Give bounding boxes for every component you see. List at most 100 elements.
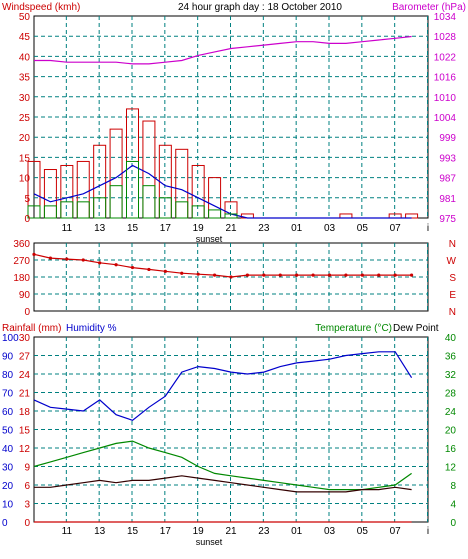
direction-left-tick: 0 [24,307,30,318]
gust_avg-line [33,164,412,219]
x-tick-label: 21 [225,223,237,234]
climate-right-tick: 8 [450,481,456,492]
x-tick-label: 13 [94,526,106,537]
wind-green-bar [60,201,74,219]
x-tick-label: 19 [193,526,205,537]
direction-right-tick: N [449,307,456,318]
direction-left-tick: 270 [13,256,30,267]
wind-green-bar [76,201,90,219]
temperature-line [33,440,412,491]
wind-green-bar [191,205,205,219]
wind-left-tick: 30 [19,93,31,104]
sunset-label-bottom: sunset [196,537,223,547]
x-tick-label: 11 [62,526,73,537]
wind-right-tick: 1022 [434,52,457,63]
humidity-tick: 60 [2,407,14,418]
wind-green-bar [43,205,57,219]
barometer-axis-title: Barometer (hPa) [392,2,466,13]
wind-right-tick: 987 [439,174,456,185]
climate-left-tick: 21 [19,389,31,400]
sunset-label-top: sunset [196,234,223,244]
direction-line [33,253,412,278]
wind-green-bar [109,185,123,219]
chart-title: 24 hour graph day : 18 October 2010 [178,2,342,13]
x-tick-label: 07 [390,223,402,234]
x-tick-label: i [427,526,429,537]
x-tick-label: 03 [324,223,336,234]
wind-right-tick: 1016 [434,73,457,84]
humidity-tick: 0 [2,518,8,529]
rainfall-axis-title: Rainfall (mm) [2,323,61,334]
wind-green-bar [126,160,139,219]
humidity-tick: 70 [2,389,14,400]
wind-right-tick: 975 [439,214,456,225]
x-tick-label: 07 [390,526,402,537]
wind-right-tick: 1028 [434,32,457,43]
wind-green-bar [27,205,41,219]
wind-green-bar [224,213,238,219]
direction-right-tick: S [449,273,456,284]
wind-left-tick: 5 [24,194,30,205]
climate-right-tick: 36 [445,352,457,363]
x-tick-label: 05 [357,223,369,234]
barometer-line [34,35,412,65]
direction-right-tick: N [449,239,456,250]
direction-right-tick: W [447,256,457,267]
humidity-axis-title: Humidity % [66,323,117,334]
wind-right-tick: 1004 [434,113,457,124]
climate-right-tick: 40 [445,333,457,344]
climate-right-tick: 12 [445,463,457,474]
wind-left-tick: 20 [19,133,31,144]
x-tick-label: 11 [62,223,73,234]
direction-right-tick: E [449,290,456,301]
climate-left-tick: 6 [24,481,30,492]
x-tick-label: 13 [94,223,106,234]
humidity-tick: 50 [2,426,14,437]
wind-green-bar [93,197,107,219]
x-tick-label: 01 [291,526,303,537]
x-tick-label: 17 [160,223,172,234]
humidity-tick: 20 [2,481,14,492]
wind-green-bar [208,209,222,219]
climate-left-tick: 9 [24,463,30,474]
humidity-tick: 30 [2,463,14,474]
climate-left-tick: 24 [19,370,31,381]
climate-left-tick: 3 [24,500,30,511]
wind-left-tick: 45 [19,32,31,43]
climate-left-tick: 18 [19,407,31,418]
direction-left-tick: 90 [19,290,31,301]
direction-left-tick: 360 [13,239,30,250]
wind-left-tick: 25 [19,113,31,124]
wind-right-tick: 999 [439,133,456,144]
dewpoint-axis-title: Dew Point [393,323,439,334]
climate-left-tick: 27 [19,352,31,363]
direction-left-tick: 180 [13,273,30,284]
windspeed-axis-title: Windspeed (kmh) [2,2,80,13]
climate-right-tick: 4 [450,500,456,511]
x-tick-label: 23 [258,223,270,234]
climate-left-tick: 12 [19,444,31,455]
wind-green-bar [142,185,156,219]
x-tick-label: 05 [357,526,369,537]
wind-green-bar [158,197,172,219]
humidity-line [33,351,413,421]
x-tick-label: 21 [225,526,237,537]
climate-right-tick: 0 [450,518,456,529]
wind-right-tick: 1010 [434,93,457,104]
wind-left-tick: 35 [19,73,31,84]
x-tick-label: 17 [160,526,172,537]
x-tick-label: i [427,223,429,234]
x-tick-label: 23 [258,526,270,537]
wind-right-tick: 981 [439,194,456,205]
wind-left-tick: 40 [19,52,31,63]
humidity-tick: 100 [2,333,19,344]
wind-left-tick: 15 [19,153,31,164]
climate-left-tick: 30 [19,333,31,344]
x-tick-label: 03 [324,526,336,537]
wind-green-bar [175,201,189,219]
dewpoint-line [34,475,412,493]
wind-left-tick: 10 [19,174,31,185]
humidity-tick: 80 [2,370,14,381]
climate-left-tick: 15 [19,426,31,437]
